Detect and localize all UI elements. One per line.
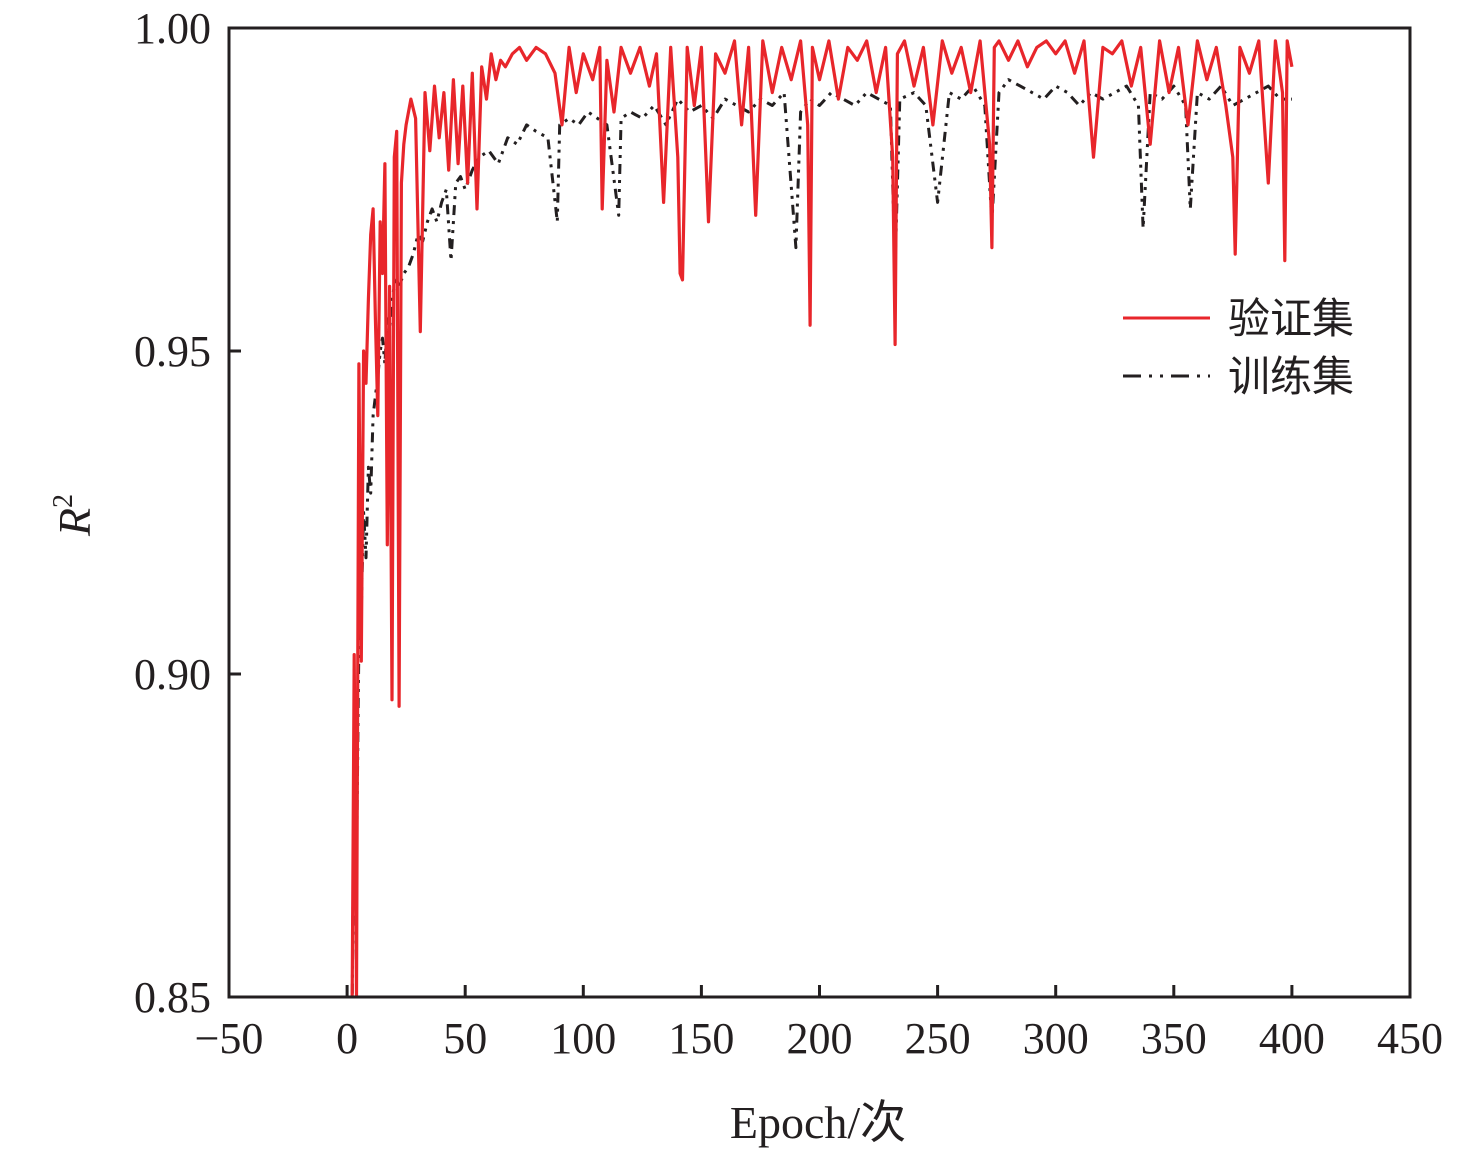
y-tick-label: 0.95 xyxy=(134,327,211,376)
legend-label-validation: 验证集 xyxy=(1228,294,1354,343)
y-axis-title-superscript: 2 xyxy=(48,494,79,508)
series-layer xyxy=(350,39,1294,997)
series-line-validation xyxy=(350,39,1294,997)
y-tick-label: 1.00 xyxy=(134,4,211,53)
x-tick-label: 200 xyxy=(787,1014,853,1063)
x-tick-label: −50 xyxy=(195,1014,264,1063)
series-line-training xyxy=(350,78,1292,997)
x-tick-label: 100 xyxy=(550,1014,616,1063)
x-tick-label: 150 xyxy=(668,1014,734,1063)
x-tick-label: 50 xyxy=(443,1014,487,1063)
legend: 验证集 训练集 xyxy=(1123,294,1354,401)
x-tick-label: 0 xyxy=(336,1014,358,1063)
legend-label-training: 训练集 xyxy=(1228,352,1354,401)
y-tick-label: 0.85 xyxy=(134,973,211,1022)
x-axis-title: Epoch/次 xyxy=(730,1097,906,1148)
x-tick-label: 400 xyxy=(1259,1014,1325,1063)
x-axis: −50 0 50 100 150 200 250 300 350 400 450 xyxy=(195,985,1443,1063)
x-tick-label: 300 xyxy=(1023,1014,1089,1063)
x-tick-label: 250 xyxy=(905,1014,971,1063)
y-axis: 0.85 0.90 0.95 1.00 xyxy=(134,4,241,1022)
svg-text:R2: R2 xyxy=(48,494,100,537)
x-tick-label: 450 xyxy=(1377,1014,1443,1063)
y-axis-title-main: R xyxy=(49,508,100,537)
y-tick-label: 0.90 xyxy=(134,650,211,699)
y-axis-title: R2 xyxy=(48,494,100,537)
x-tick-label: 350 xyxy=(1141,1014,1207,1063)
